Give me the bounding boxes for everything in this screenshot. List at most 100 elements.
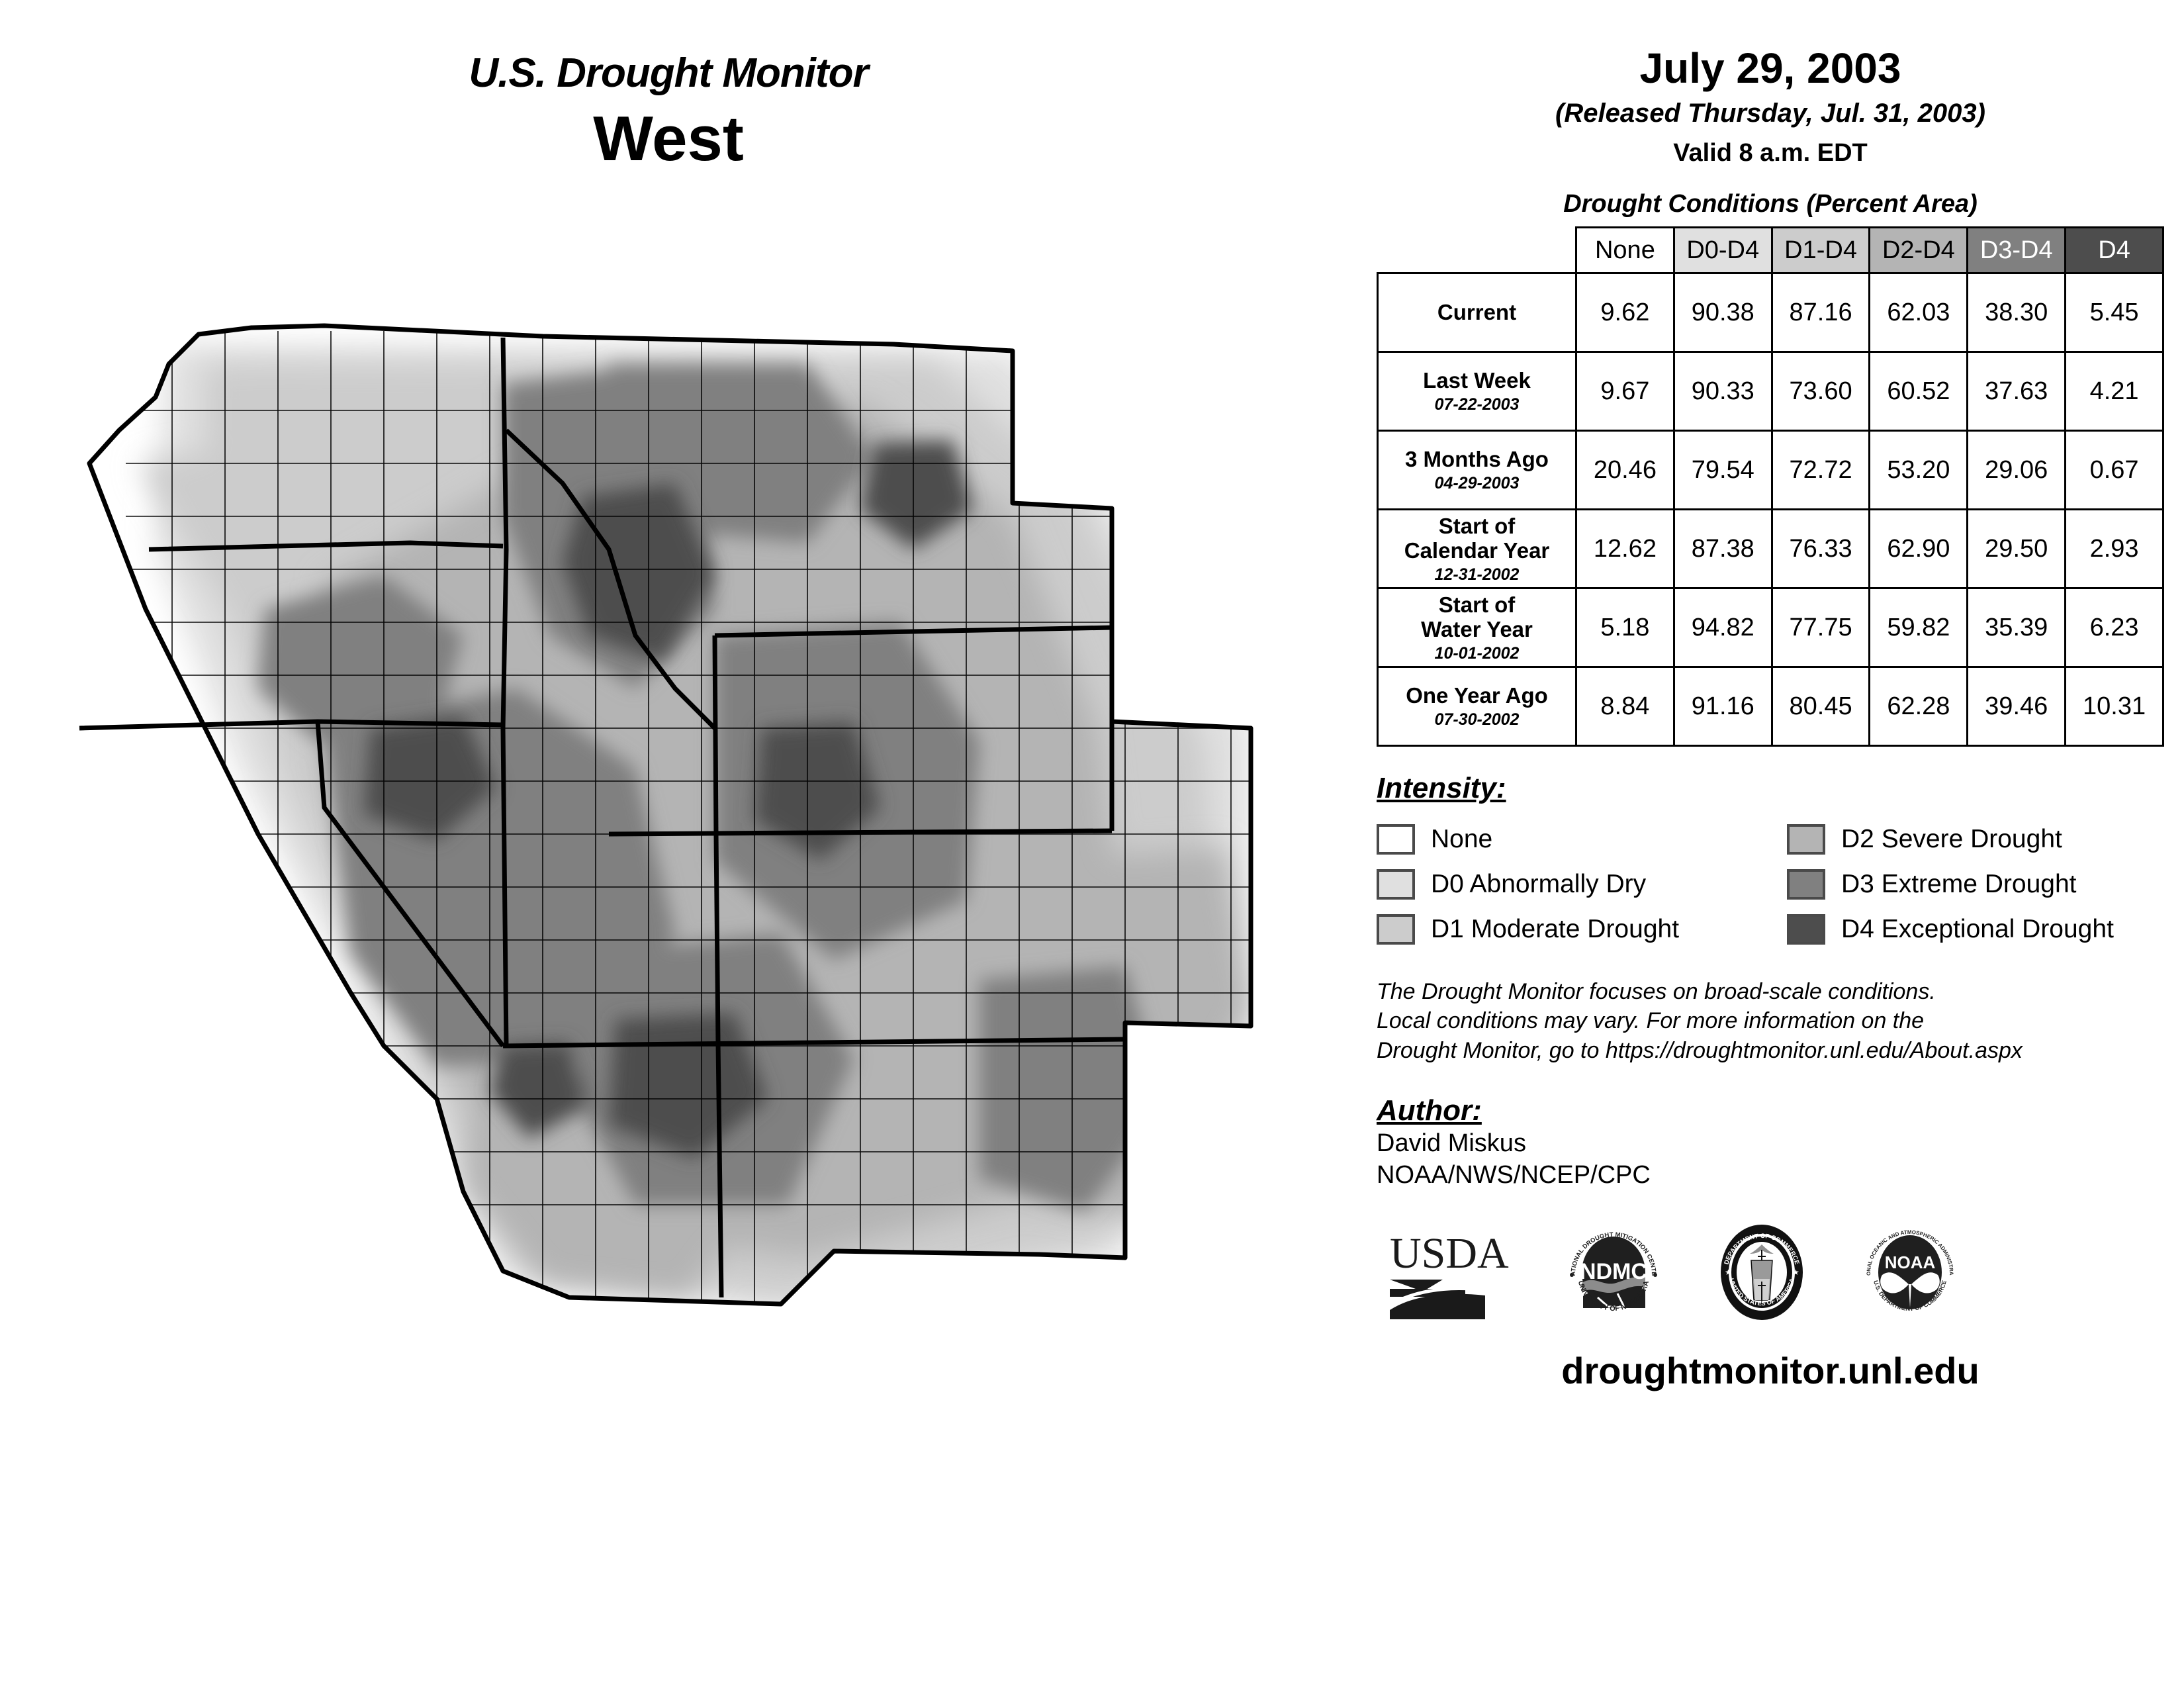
- table-cell-none: 12.62: [1575, 508, 1675, 590]
- table-cell-d0-d4: 90.33: [1672, 351, 1773, 432]
- table-cell-d3-d4: 37.63: [1966, 351, 2067, 432]
- author-affiliation: NOAA/NWS/NCEP/CPC: [1377, 1161, 1651, 1190]
- release-date: (Released Thursday, Jul. 31, 2003): [1555, 99, 1985, 128]
- table-cell-d0-d4: 91.16: [1672, 666, 1773, 747]
- report-date: July 29, 2003: [1639, 44, 1901, 92]
- row-label: Start of Calendar Year 12-31-2002: [1377, 508, 1577, 590]
- svg-text:NDMC: NDMC: [1580, 1259, 1647, 1284]
- table-cell-d0-d4: 87.38: [1672, 508, 1773, 590]
- column-header-d4: D4: [2064, 226, 2164, 275]
- title-main: U.S. Drought Monitor: [469, 50, 868, 96]
- table-cell-d4: 6.23: [2064, 587, 2164, 669]
- row-label: One Year Ago 07-30-2002: [1377, 666, 1577, 747]
- drought-map[interactable]: [40, 265, 1337, 1523]
- column-header-d1-d4: D1-D4: [1770, 226, 1871, 275]
- table-cell-d2-d4: 60.52: [1868, 351, 1969, 432]
- row-label: Current: [1377, 272, 1577, 353]
- row-label-date: 12-31-2002: [1434, 565, 1520, 584]
- legend-item: None: [1377, 824, 1787, 855]
- column-header-d3-d4: D3-D4: [1966, 226, 2067, 275]
- table-cell-none: 5.18: [1575, 587, 1675, 669]
- table-cell-none: 9.67: [1575, 351, 1675, 432]
- table-body: Current 9.62 90.38 87.16 62.03 38.30 5.45 Last …: [1377, 272, 2164, 747]
- table-cell-d3-d4: 35.39: [1966, 587, 2067, 669]
- svg-text:USDA: USDA: [1390, 1229, 1509, 1278]
- table-cell-d2-d4: 62.90: [1868, 508, 1969, 590]
- legend-label: D2 Severe Drought: [1841, 825, 2062, 854]
- table-cell-d0-d4: 94.82: [1672, 587, 1773, 669]
- legend-swatch: [1787, 914, 1825, 945]
- table-cell-d3-d4: 39.46: [1966, 666, 2067, 747]
- author-name: David Miskus: [1377, 1129, 1526, 1157]
- table-cell-d2-d4: 62.03: [1868, 272, 1969, 353]
- noaa-logo: NOAA NATIONAL OCEANIC AND ATMOSPHERIC AD…: [1857, 1219, 1954, 1312]
- logo-row: USDA NDMC NATIONAL DROUGHT MITIGATION CE…: [1377, 1219, 2164, 1325]
- table-cell-d0-d4: 79.54: [1672, 430, 1773, 511]
- legend-label: D1 Moderate Drought: [1431, 915, 1680, 944]
- table-cell-d2-d4: 62.28: [1868, 666, 1969, 747]
- disclaimer-line-3: Drought Monitor, go to https://droughtmo…: [1377, 1037, 2023, 1063]
- svg-text:★: ★: [1792, 1268, 1799, 1277]
- table-cell-d4: 5.45: [2064, 272, 2164, 353]
- legend-swatch: [1377, 914, 1415, 945]
- table-cell-d4: 4.21: [2064, 351, 2164, 432]
- drought-conditions-table: None D0-D4 D1-D4 D2-D4 D3-D4 D4 Current 9.62 90…: [1377, 226, 2164, 747]
- legend-swatch: [1377, 869, 1415, 900]
- table-cell-d3-d4: 29.50: [1966, 508, 2067, 590]
- row-label: 3 Months Ago 04-29-2003: [1377, 430, 1577, 511]
- row-label-date: 10-01-2002: [1434, 643, 1520, 663]
- row-label-date: 07-30-2002: [1434, 710, 1520, 729]
- legend-item: D0 Abnormally Dry: [1377, 869, 1787, 900]
- map-drought-layers: [89, 326, 1251, 1304]
- disclaimer-text: The Drought Monitor focuses on broad-sca…: [1377, 977, 2164, 1065]
- doc-logo: DEPARTMENT OF COMMERCE UNITED STATES OF …: [1721, 1225, 1803, 1320]
- table-row: 3 Months Ago 04-29-2003 20.46 79.54 72.72 53.…: [1377, 430, 2164, 511]
- title-region: West: [593, 103, 744, 174]
- table-cell-d0-d4: 90.38: [1672, 272, 1773, 353]
- legend-swatch: [1377, 824, 1415, 855]
- table-row: Current 9.62 90.38 87.16 62.03 38.30 5.45: [1377, 272, 2164, 353]
- table-cell-d1-d4: 80.45: [1770, 666, 1871, 747]
- legend-label: None: [1431, 825, 1493, 854]
- table-cell-d1-d4: 73.60: [1770, 351, 1871, 432]
- table-row: Start of Calendar Year 12-31-2002 12.62 87.3…: [1377, 508, 2164, 590]
- disclaimer-line-1: The Drought Monitor focuses on broad-sca…: [1377, 979, 1936, 1005]
- intensity-legend: None D2 Severe Drought D0 Abnormally Dry D3…: [1377, 817, 2164, 952]
- row-label-date: 04-29-2003: [1434, 474, 1520, 493]
- legend-swatch: [1787, 824, 1825, 855]
- row-label: Start of Water Year 10-01-2002: [1377, 587, 1577, 669]
- table-row: Start of Water Year 10-01-2002 5.18 94.82 77.…: [1377, 587, 2164, 669]
- table-cell-d2-d4: 53.20: [1868, 430, 1969, 511]
- row-label-date: 07-22-2003: [1434, 395, 1520, 414]
- svg-text:★: ★: [1725, 1268, 1732, 1277]
- table-cell-d2-d4: 59.82: [1868, 587, 1969, 669]
- intensity-heading: Intensity:: [1377, 772, 1506, 805]
- legend-item: D4 Exceptional Drought: [1787, 914, 2184, 945]
- page-title: U.S. Drought Monitor West: [371, 53, 966, 173]
- header-spacer: [1378, 228, 1576, 273]
- table-row: One Year Ago 07-30-2002 8.84 91.16 80.45 62.2…: [1377, 666, 2164, 747]
- table-cell-d3-d4: 38.30: [1966, 272, 2067, 353]
- table-header-row: None D0-D4 D1-D4 D2-D4 D3-D4 D4: [1378, 226, 2164, 275]
- table-cell-d1-d4: 77.75: [1770, 587, 1871, 669]
- table-cell-d4: 10.31: [2064, 666, 2164, 747]
- usda-logo: USDA: [1388, 1229, 1509, 1319]
- table-cell-d4: 2.93: [2064, 508, 2164, 590]
- ndmc-logo: NDMC NATIONAL DROUGHT MITIGATION CENTER …: [1561, 1219, 1657, 1313]
- table-cell-d3-d4: 29.06: [1966, 430, 2067, 511]
- footer-url[interactable]: droughtmonitor.unl.edu: [1561, 1350, 1979, 1391]
- legend-item: D2 Severe Drought: [1787, 824, 2184, 855]
- svg-text:NOAA: NOAA: [1885, 1252, 1936, 1272]
- legend-label: D0 Abnormally Dry: [1431, 870, 1647, 899]
- legend-label: D4 Exceptional Drought: [1841, 915, 2114, 944]
- valid-time: Valid 8 a.m. EDT: [1673, 139, 1868, 167]
- table-caption: Drought Conditions (Percent Area): [1563, 190, 1978, 218]
- legend-label: D3 Extreme Drought: [1841, 870, 2077, 899]
- table-cell-d1-d4: 72.72: [1770, 430, 1871, 511]
- state-boundaries: [79, 323, 1253, 1307]
- table-cell-d1-d4: 76.33: [1770, 508, 1871, 590]
- table-row: Last Week 07-22-2003 9.67 90.33 73.60 60.52 37…: [1377, 351, 2164, 432]
- legend-swatch: [1787, 869, 1825, 900]
- table-cell-none: 8.84: [1575, 666, 1675, 747]
- disclaimer-line-2: Local conditions may vary. For more info…: [1377, 1008, 1925, 1034]
